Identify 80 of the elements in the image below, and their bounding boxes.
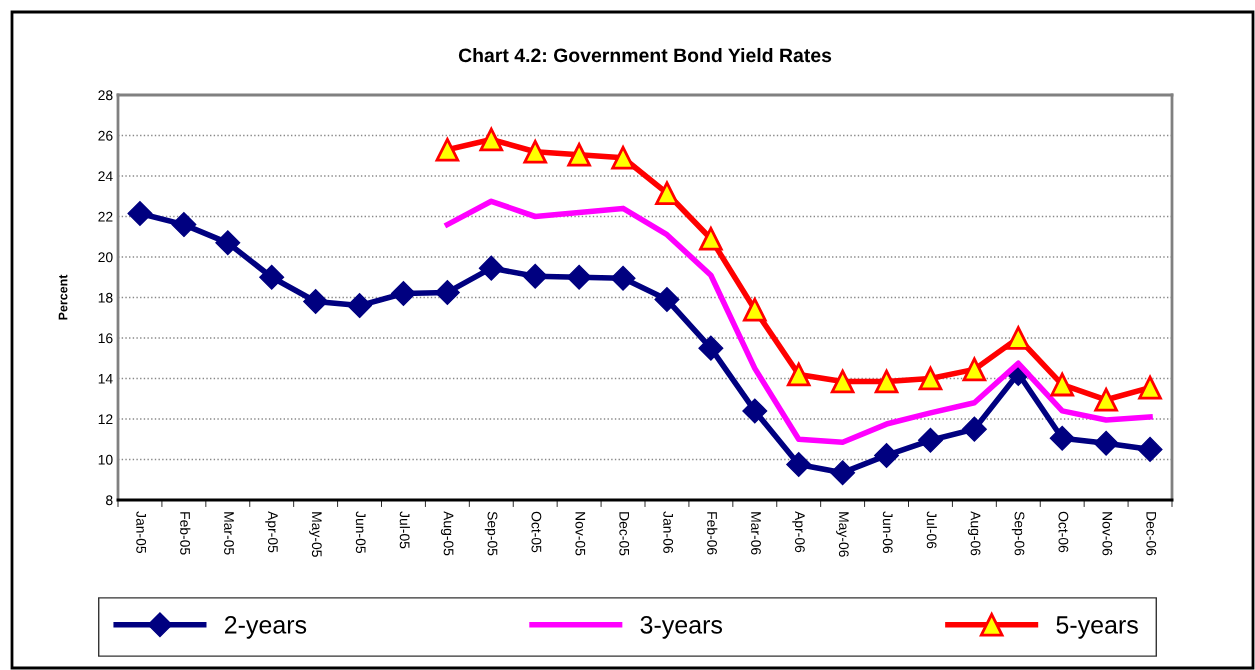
y-tick-label: 10: [98, 454, 113, 465]
y-tick-label: 20: [98, 252, 113, 263]
y-tick-label: 28: [98, 90, 113, 101]
y-tick-label: 16: [98, 333, 113, 344]
point: [171, 212, 197, 238]
point: [874, 442, 900, 468]
x-tick-label: Dec-05: [619, 512, 630, 556]
x-tick-label: Jun-06: [882, 511, 893, 553]
y-tick-label: 26: [98, 130, 113, 141]
point: [1049, 425, 1075, 451]
point: [435, 137, 460, 162]
x-tick-label: Oct-06: [1058, 511, 1069, 553]
point: [390, 280, 416, 306]
point: [654, 287, 680, 313]
x-tick-label: Jun-05: [355, 511, 366, 553]
point: [523, 139, 548, 164]
x-tick-label: Aug-06: [967, 511, 981, 556]
point: [742, 398, 768, 424]
point: [1050, 372, 1075, 397]
x-tick-label: Aug-05: [440, 511, 454, 556]
point: [259, 264, 285, 290]
x-tick-label: Jan-05: [136, 511, 147, 553]
point: [478, 255, 504, 281]
legend-label: 5-years: [1056, 616, 1138, 639]
legend-label: 3-years: [640, 616, 723, 639]
point: [655, 181, 679, 206]
x-tick-label: Feb-05: [180, 512, 191, 555]
chart-title: Chart 4.2: Government Bond Yield Rates: [458, 47, 832, 63]
x-tick-label: Mar-06: [751, 512, 761, 555]
point: [479, 127, 504, 152]
point: [215, 230, 241, 256]
point: [1006, 326, 1031, 350]
y-tick-label: 24: [98, 171, 113, 182]
point: [961, 355, 987, 382]
point: [830, 369, 855, 394]
x-tick-label: Nov-05: [575, 512, 586, 556]
x-tick-label: Sep-05: [484, 511, 498, 556]
point: [786, 452, 812, 478]
point: [1138, 375, 1162, 400]
point: [567, 142, 591, 167]
x-tick-label: Oct-05: [531, 511, 542, 553]
point: [918, 366, 943, 391]
y-tick-label: 12: [98, 414, 113, 425]
point: [698, 335, 724, 361]
point: [303, 289, 329, 315]
point: [1094, 387, 1118, 412]
x-tick-label: Sep-06: [1011, 511, 1025, 556]
x-tick-label: Jul-05: [399, 511, 410, 549]
legend-label: 2-years: [224, 616, 307, 639]
y-tick-label: 18: [98, 292, 113, 303]
point: [434, 279, 460, 305]
x-tick-label: Nov-06: [1102, 512, 1113, 556]
point: [1137, 436, 1163, 462]
point: [347, 293, 373, 319]
point: [566, 264, 592, 290]
point: [699, 226, 723, 251]
x-tick-label: Mar-05: [224, 512, 234, 555]
point: [830, 460, 856, 486]
y-tick-label: 14: [98, 373, 113, 384]
point: [917, 427, 943, 453]
y-tick-label: 8: [106, 495, 113, 506]
x-tick-label: Apr-06: [792, 511, 805, 553]
x-tick-label: May-05: [309, 512, 322, 557]
x-tick-label: May-06: [836, 512, 849, 557]
point: [961, 416, 987, 442]
y-tick-label: 22: [98, 211, 113, 222]
x-tick-label: Jan-06: [663, 511, 674, 553]
x-tick-label: Apr-05: [265, 511, 278, 553]
x-tick-label: Jul-06: [926, 511, 937, 549]
point: [874, 369, 899, 394]
point: [611, 145, 635, 170]
point: [522, 263, 548, 289]
y-axis-title: Percent: [58, 274, 68, 320]
point: [610, 265, 636, 291]
point: [786, 362, 811, 387]
x-tick-label: Dec-06: [1146, 512, 1157, 556]
point: [742, 297, 767, 322]
x-tick-label: Feb-06: [707, 512, 718, 555]
point: [127, 200, 153, 226]
point: [1093, 430, 1119, 456]
